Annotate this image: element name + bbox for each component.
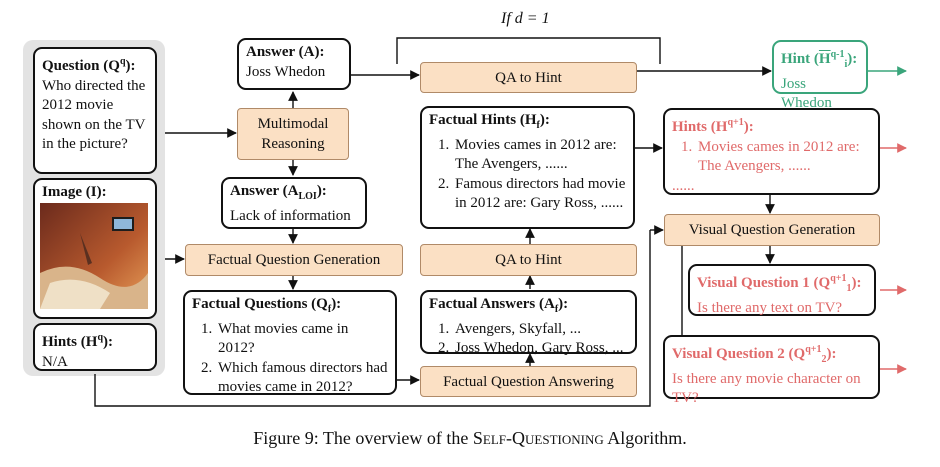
- hints-input-text: N/A: [42, 353, 68, 370]
- factual-hint-item: Movies cames in 2012 are: The Avengers, …: [453, 136, 626, 175]
- factual-answer-item: Joss Whedon, Gary Ross, ...: [453, 339, 628, 359]
- factual-question-answering-step: Factual Question Answering: [420, 366, 637, 397]
- answer-loi-text: Lack of information: [230, 207, 351, 224]
- algorithm-name: Self-Questioning: [472, 428, 604, 448]
- factual-hints-box: Factual Hints (Hf): Movies cames in 2012…: [420, 106, 635, 229]
- loop-condition: If d = 1: [501, 10, 550, 27]
- hints-next-box: Hints (Hq+1): Movies cames in 2012 are: …: [663, 108, 880, 195]
- factual-questions-box: Factual Questions (Qf): What movies came…: [183, 290, 397, 395]
- visual-question-generation-step: Visual Question Generation: [664, 214, 880, 246]
- factual-answer-item: Avengers, Skyfall, ...: [453, 320, 628, 340]
- factual-question-item: What movies came in 2012?: [216, 320, 388, 359]
- factual-question-item: Which famous directors had movies came i…: [216, 359, 388, 398]
- visual-question-1-box: Visual Question 1 (Qq+11): Is there any …: [688, 264, 876, 316]
- factual-hint-item: Famous directors had movie in 2012 are: …: [453, 175, 626, 214]
- visual-question-1-text: Is there any text on TV?: [697, 299, 843, 316]
- question-text: Who directed the 2012 movie shown on the…: [42, 77, 146, 153]
- hint-output-box: Hint (Hq-1i): Joss Whedon: [772, 40, 868, 111]
- input-photo: [40, 203, 148, 309]
- visual-question-2-box: Visual Question 2 (Qq+12): Is there any …: [663, 335, 880, 406]
- figure-caption: Figure 9: The overview of the Self-Quest…: [253, 428, 687, 448]
- hints-next-more: ......: [672, 177, 695, 194]
- qa-to-hint-step-top: QA to Hint: [420, 62, 637, 93]
- hints-next-item: Movies cames in 2012 are: The Avengers, …: [696, 138, 871, 177]
- answer-loi-box: Answer (ALOI): Lack of information: [221, 177, 367, 229]
- answer-label: Answer (A):: [246, 44, 325, 60]
- answer-text: Joss Whedon: [246, 63, 326, 80]
- multimodal-reasoning-step: Multimodal Reasoning: [237, 108, 349, 160]
- visual-question-2-text: Is there any movie character on TV?: [672, 370, 861, 407]
- factual-answers-box: Factual Answers (Af): Avengers, Skyfall,…: [420, 290, 637, 356]
- hint-output-text: Joss Whedon: [781, 75, 832, 112]
- image-label: Image (I):: [42, 184, 107, 200]
- question-box: Question (Qq): Who directed the 2012 mov…: [33, 47, 157, 174]
- hints-input-box: Hints (Hq): N/A: [33, 323, 157, 371]
- question-label: Question (Q: [42, 58, 120, 74]
- answer-box: Answer (A): Joss Whedon: [237, 38, 351, 90]
- qa-to-hint-step-mid: QA to Hint: [420, 244, 637, 276]
- factual-question-generation-step: Factual Question Generation: [185, 244, 403, 276]
